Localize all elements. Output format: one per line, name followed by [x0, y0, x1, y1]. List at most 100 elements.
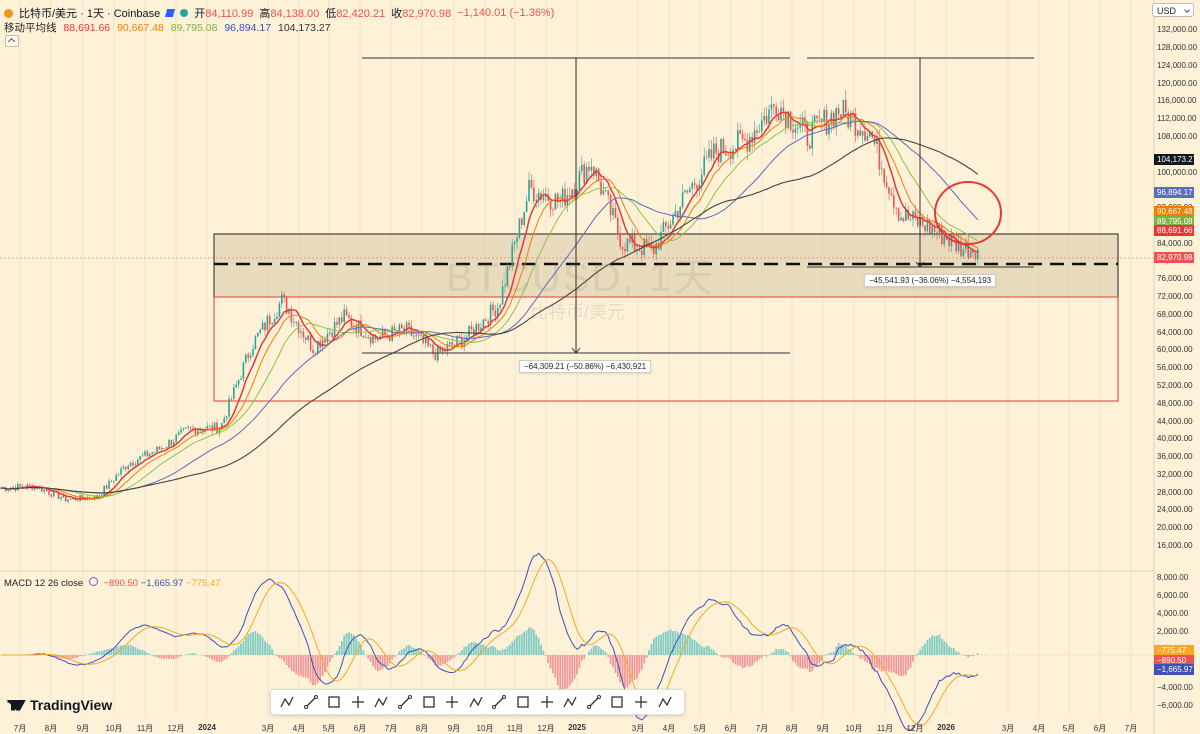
candle-body	[662, 222, 665, 233]
macd-histogram-bar	[256, 633, 259, 655]
crosshair-icon[interactable]	[491, 694, 507, 710]
macd-histogram-bar	[676, 632, 679, 655]
currency-select[interactable]: USD	[1152, 3, 1194, 17]
fib-retracement-icon[interactable]	[586, 694, 602, 710]
trend-line-icon[interactable]	[303, 694, 319, 710]
parallel-channel-icon[interactable]	[444, 694, 460, 710]
macd-histogram-bar	[112, 648, 115, 655]
watermark-name: 比特币/美元	[530, 302, 626, 322]
curve-icon[interactable]	[539, 694, 555, 710]
candle-body	[847, 112, 849, 128]
triple-drive-icon[interactable]	[515, 694, 531, 710]
macd-histogram-bar	[724, 655, 727, 658]
macd-histogram-bar	[940, 638, 943, 655]
candle-body	[881, 168, 883, 170]
candle-body	[453, 344, 456, 346]
candle-body	[29, 484, 31, 486]
candle-body	[199, 430, 201, 432]
elliott-wave-icon[interactable]	[421, 694, 437, 710]
close-label: 收	[391, 8, 403, 20]
symbol-title[interactable]: 比特币/美元 · 1天 · Coinbase	[19, 8, 161, 20]
candle-body	[182, 428, 185, 430]
macd-histogram-bar	[535, 634, 538, 655]
candle-body	[360, 320, 362, 336]
candle-body	[65, 494, 67, 502]
macd-histogram-bar	[79, 655, 82, 657]
flag-icon[interactable]	[165, 9, 176, 17]
candle-body	[321, 339, 324, 348]
ray-icon[interactable]	[326, 694, 342, 710]
candle-body	[389, 336, 391, 341]
macd-histogram-bar	[657, 634, 660, 655]
macd-histogram-bar	[230, 653, 233, 655]
drawing-toolbar[interactable]	[270, 689, 685, 715]
macd-histogram-bar	[213, 655, 216, 661]
measure-tool-2[interactable]	[807, 57, 1034, 268]
head-shoulders-icon[interactable]	[609, 694, 625, 710]
candle-body	[369, 337, 372, 344]
support-zone-box[interactable]	[213, 296, 1119, 402]
macd-histogram-bar	[432, 655, 434, 663]
candle-body	[900, 217, 902, 221]
candle-body	[501, 286, 504, 305]
rectangle-icon[interactable]	[397, 694, 413, 710]
macd-histogram-bar	[475, 642, 478, 655]
macd-label: −775.47	[1154, 645, 1194, 656]
abcd-pattern-icon[interactable]	[279, 694, 295, 710]
candle-body	[141, 455, 144, 457]
macd-legend[interactable]: MACD 12 26 close −890.50 −1,665.97 −775.…	[4, 577, 221, 589]
extended-line-icon[interactable]	[350, 694, 366, 710]
horizontal-ray-icon[interactable]	[468, 694, 484, 710]
candle-body	[607, 190, 609, 196]
macd-histogram-bar	[463, 646, 466, 655]
time-tick: 4月	[292, 724, 306, 733]
macd-histogram-bar	[206, 655, 209, 658]
vertical-text-icon[interactable]	[562, 694, 578, 710]
macd-histogram-bar	[516, 636, 518, 655]
ma-legend[interactable]: 移动平均线 88,691.66 90,667.48 89,795.08 96,8…	[4, 20, 335, 35]
candle-body	[413, 335, 415, 337]
candle-body	[895, 207, 897, 209]
candle-body	[667, 226, 669, 229]
macd-histogram-bar	[151, 655, 154, 656]
macd-histogram-bar	[609, 655, 612, 665]
collapse-legend-button[interactable]	[5, 35, 19, 47]
time-tick: 4月	[662, 724, 676, 733]
candle-body	[249, 355, 252, 358]
time-tick: 11月	[876, 724, 894, 733]
macd-histogram-bar	[307, 655, 310, 679]
low-label: 低	[325, 8, 337, 20]
macd-histogram-bar	[494, 647, 497, 655]
price-tick: 44,000.00	[1157, 416, 1193, 426]
xabcd-pattern-icon[interactable]	[373, 694, 389, 710]
eye-icon[interactable]	[88, 577, 98, 586]
candle-body	[758, 131, 761, 133]
candle-body	[830, 112, 833, 124]
date-price-range-icon[interactable]	[657, 694, 673, 710]
candle-body	[777, 115, 780, 121]
macd-histogram-bar	[508, 644, 511, 655]
cypher-pattern-icon[interactable]	[633, 694, 649, 710]
macd-histogram-bar	[165, 655, 168, 659]
candle-body	[117, 474, 120, 476]
candle-body	[235, 384, 237, 388]
candle-body	[511, 244, 513, 267]
macd-histogram-bar	[400, 649, 403, 655]
macd-histogram-bar	[729, 655, 732, 660]
tradingview-brand[interactable]: TradingView	[6, 697, 112, 713]
macd-histogram-bar	[297, 655, 300, 676]
macd-histogram-bar	[57, 655, 60, 659]
macd-histogram-bar	[504, 649, 506, 655]
measure-tool-1[interactable]	[362, 57, 790, 354]
candle-body	[660, 232, 662, 250]
macd-histogram-bar	[830, 652, 833, 655]
candle-body	[626, 238, 629, 252]
candle-body	[595, 168, 597, 176]
macd-histogram-bar	[892, 655, 895, 673]
candle-body	[125, 467, 127, 470]
highlight-circle[interactable]	[934, 181, 1002, 245]
macd-histogram-bar	[804, 655, 806, 669]
macd-histogram-bar	[386, 655, 389, 667]
candle-body	[965, 242, 967, 250]
